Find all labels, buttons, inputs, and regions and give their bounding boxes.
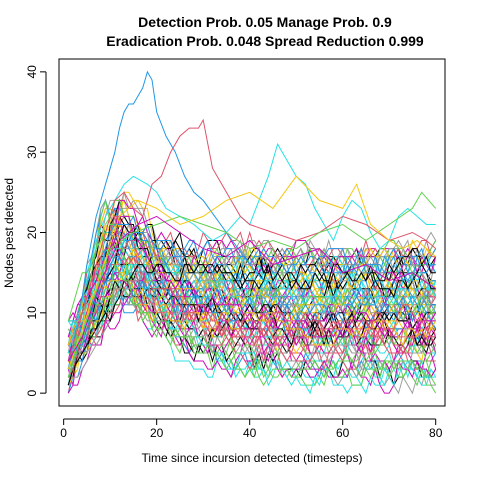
chart-title-line-1: Detection Prob. 0.05 Manage Prob. 0.9 (138, 14, 392, 30)
chart-title-line-2: Eradication Prob. 0.048 Spread Reduction… (106, 33, 424, 49)
y-tick-label: 10 (25, 306, 39, 320)
y-axis-label: Nodes pest detected (2, 178, 16, 288)
y-tick-label: 40 (25, 65, 39, 79)
x-tick-label: 60 (336, 426, 350, 440)
y-tick-label: 20 (25, 226, 39, 240)
y-tick-label: 0 (25, 389, 39, 396)
x-axis-label: Time since incursion detected (timesteps… (142, 451, 363, 465)
x-tick-label: 80 (429, 426, 443, 440)
x-tick-label: 20 (150, 426, 164, 440)
y-tick-label: 30 (25, 145, 39, 159)
x-tick-label: 0 (60, 426, 67, 440)
x-tick-label: 40 (243, 426, 257, 440)
